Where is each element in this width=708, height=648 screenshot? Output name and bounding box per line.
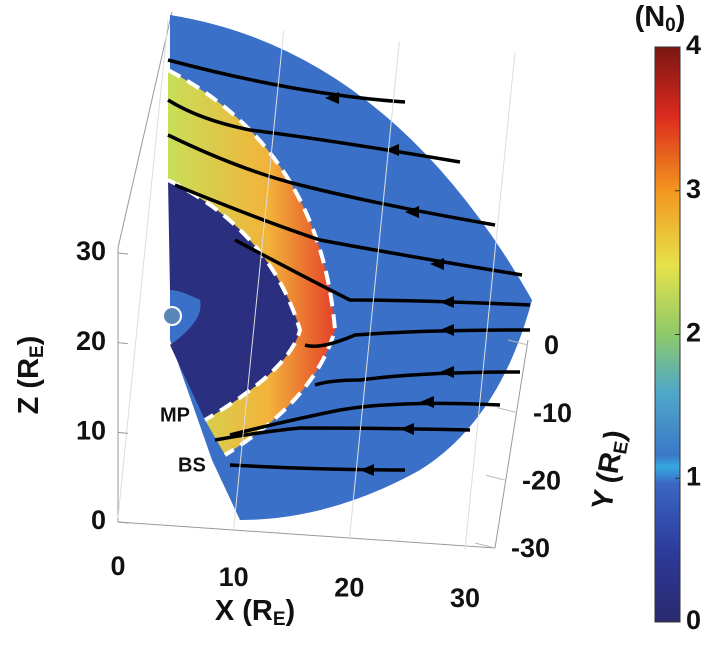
label-part: )	[676, 1, 686, 33]
colorbar-tick-label: 4	[686, 30, 701, 60]
label-part: )	[13, 336, 45, 346]
y-tick-label: -20	[522, 465, 561, 495]
density-field	[162, 15, 532, 520]
magnetosheath	[168, 70, 335, 455]
grid-line	[117, 431, 129, 434]
grid-line	[474, 542, 496, 549]
field-line	[234, 238, 531, 307]
grid-line	[233, 30, 285, 529]
grid-line	[117, 252, 129, 255]
grid-line	[117, 342, 129, 345]
z-tick-label: 0	[91, 505, 106, 535]
arrowheads	[325, 92, 454, 476]
y-tick-label: -10	[533, 398, 572, 428]
field-line	[304, 328, 531, 348]
colorbar-tick-label: 0	[686, 605, 701, 635]
y-tick-label: -30	[511, 533, 550, 563]
field-line	[229, 463, 406, 472]
x-tick-label: 30	[450, 583, 480, 613]
colorbar-tick-label: 2	[686, 318, 701, 348]
label-part: 0	[665, 15, 676, 36]
grid-line	[117, 19, 169, 519]
label-part: )	[598, 428, 631, 443]
magnetopause	[167, 178, 303, 422]
axis-box	[117, 11, 173, 249]
grid-line	[348, 41, 400, 540]
field-line	[174, 183, 523, 277]
grid-line	[496, 407, 518, 414]
colorbar-tick-label: 1	[686, 461, 701, 491]
field-lines	[167, 58, 531, 472]
magnetosphere	[168, 180, 300, 420]
earth	[162, 306, 182, 326]
axes	[117, 11, 529, 549]
bow-shock	[167, 68, 338, 457]
z-tick-label: 20	[76, 326, 106, 356]
grid-line	[507, 339, 529, 346]
label-part: E	[27, 345, 48, 358]
colorbar-tick-label: 3	[686, 174, 701, 204]
label-part: E	[273, 609, 286, 630]
annotation: MP	[160, 404, 190, 426]
x-tick-label: 0	[110, 551, 125, 581]
x-tick-label: 20	[334, 572, 364, 602]
field-line	[314, 370, 521, 387]
grid-line	[485, 474, 507, 481]
annotation: BS	[178, 454, 206, 476]
y-tick-label: 0	[544, 330, 559, 360]
x-tick-label: 10	[219, 562, 249, 592]
label-part: (N	[635, 1, 666, 33]
field-line	[167, 58, 406, 104]
label-part: E	[610, 440, 633, 456]
field-line	[214, 426, 471, 442]
z-axis-label: Z (RE)	[13, 336, 48, 415]
field-line	[167, 133, 496, 227]
label-part: Z (R	[13, 358, 45, 414]
grid-line	[464, 51, 516, 551]
axis-box	[117, 248, 529, 549]
y-axis-label: Y (RE)	[586, 428, 635, 513]
grid-line	[117, 521, 129, 524]
x-axis-label: X (RE)	[215, 595, 295, 630]
field-line	[229, 401, 501, 437]
z-tick-label: 10	[76, 415, 106, 445]
colorbar-label: (N0)	[635, 1, 686, 36]
label-part: Y (R	[586, 450, 628, 512]
z-tick-label: 30	[76, 236, 106, 266]
label-part: X (R	[215, 595, 273, 627]
label-part: )	[286, 595, 296, 627]
